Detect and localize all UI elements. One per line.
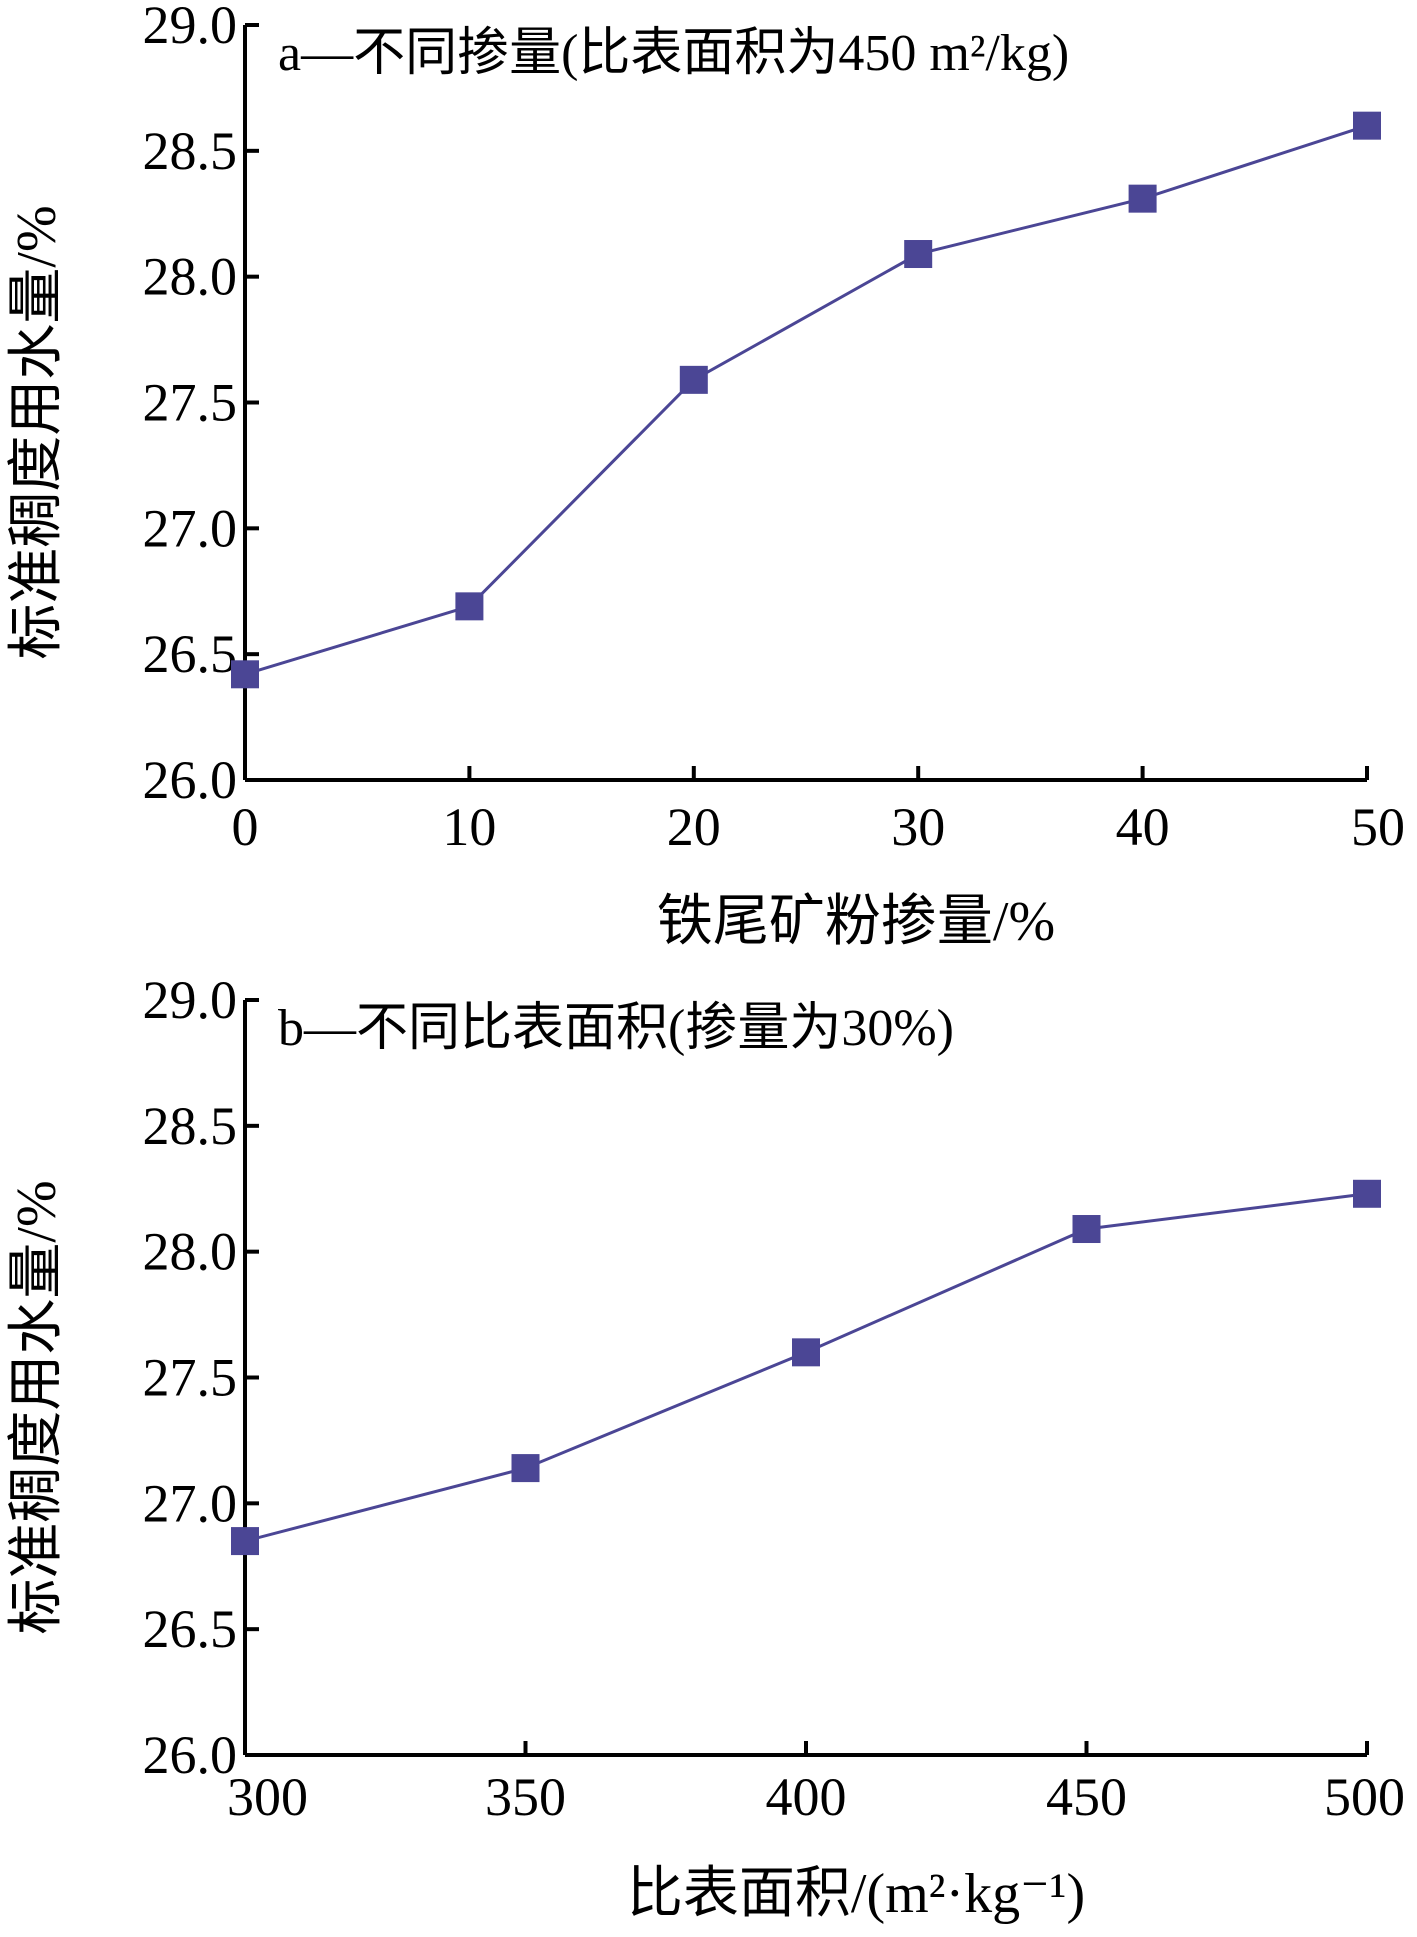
chart-b-x-tick-label: 450 [1046,1767,1127,1827]
chart-a-y-tick-label: 29.0 [143,0,238,55]
chart-b-x-axis-title: 比表面积/(m²·kg⁻¹) [627,1863,1085,1925]
panel-b-chart: 26.0 26.5 27.0 27.5 28.0 28.5 29.0 300 350 400 450… [6,970,1405,1925]
chart-b-x-tick-label: 500 [1324,1767,1405,1827]
chart-b-y-tick-label: 28.5 [143,1096,238,1156]
chart-b-x-tick-label: 350 [485,1767,566,1827]
chart-a-x-tick-label: 50 [1351,797,1405,857]
chart-a-y-axis-title: 标准稠度用水量/% [6,205,68,659]
chart-a-x-tick-label: 20 [667,797,721,857]
chart-a-data-point [1128,184,1157,213]
chart-b-data-point [511,1454,540,1483]
chart-b-data-point [231,1527,259,1556]
chart-a-data-point [231,660,259,689]
chart-b-data-point [1353,1179,1381,1208]
chart-a-y-tick-label: 26.5 [143,624,238,684]
chart-b-y-tick-label: 28.0 [143,1222,238,1282]
chart-a-y-tick-label: 28.0 [143,247,238,307]
chart-a-data-point [455,592,484,621]
chart-a-x-tick-label: 10 [442,797,496,857]
chart-b-y-tick-label: 26.5 [143,1599,238,1659]
chart-a-data-point [1353,111,1381,140]
chart-b-y-tick-label: 27.0 [143,1473,238,1533]
chart-a-y-tick-label: 27.5 [143,373,238,433]
chart-a-x-tick-label: 40 [1116,797,1170,857]
chart-a-x-tick-label: 30 [891,797,945,857]
chart-a-y-tick-label: 28.5 [143,121,238,181]
chart-b-x-tick-label: 400 [766,1767,847,1827]
panel-a-chart: 26.0 26.5 27.0 27.5 28.0 28.5 29.0 0 10 20 30 40 50 a… [6,0,1405,953]
chart-b-data-point [1072,1215,1101,1244]
chart-a-x-axis-title: 铁尾矿粉掺量/% [657,891,1055,953]
chart-a-data-point [679,365,708,394]
chart-b-x-tick-label: 300 [227,1767,308,1827]
chart-b-y-axis-title: 标准稠度用水量/% [6,1180,68,1634]
chart-b-data-point [792,1338,820,1367]
chart-b-y-tick-label: 29.0 [143,970,238,1030]
chart-a-data-point [904,240,933,269]
chart-a-x-tick-label: 0 [232,797,259,857]
chart-a-y-tick-label: 27.0 [143,498,238,558]
chart-b-series-line [244,1192,1368,1543]
chart-b-title: b—不同比表面积(掺量为30%) [278,1000,954,1057]
chart-a-y-tick-label: 26.0 [143,750,238,810]
chart-a-series-line [244,124,1368,676]
chart-a-title: a—不同掺量(比表面积为450 m²/kg) [278,25,1069,82]
chart-b-y-tick-label: 27.5 [143,1348,238,1408]
chart-b-y-tick-label: 26.0 [143,1725,238,1785]
